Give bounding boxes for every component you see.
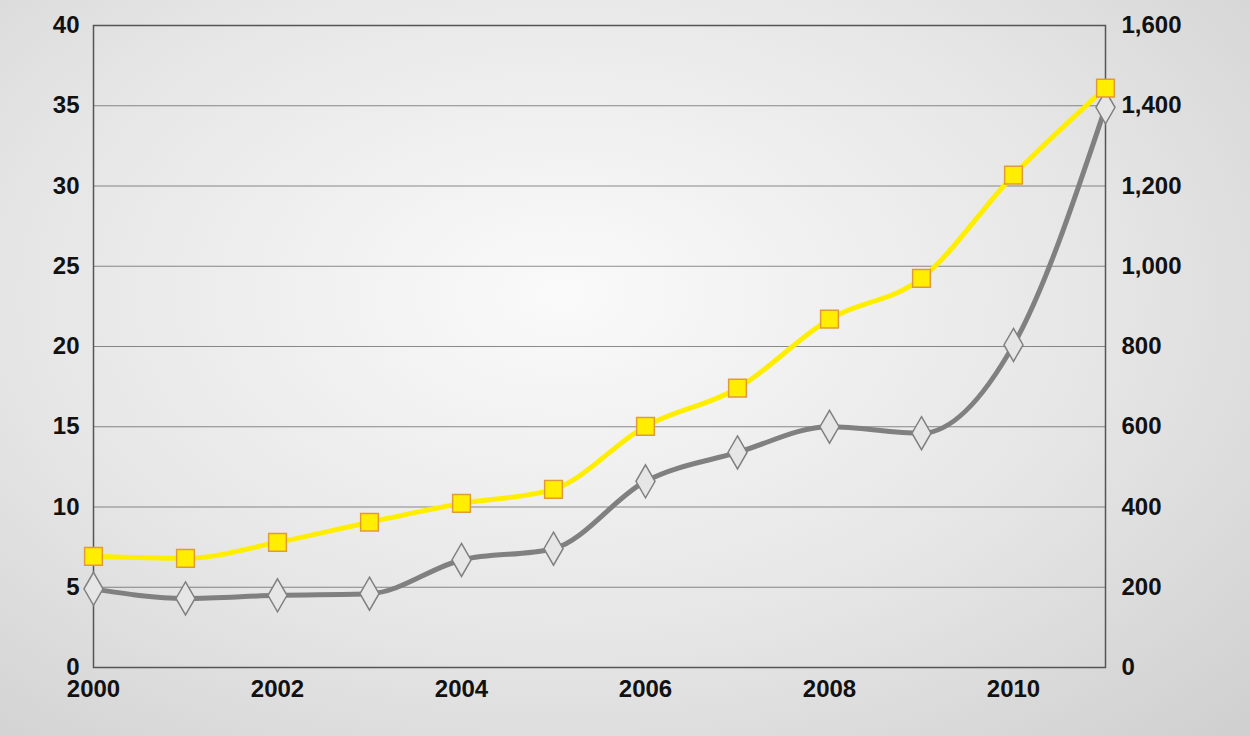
svg-text:35: 35 — [53, 91, 80, 118]
svg-text:2004: 2004 — [435, 675, 489, 702]
svg-text:200: 200 — [1122, 573, 1162, 600]
svg-text:1,400: 1,400 — [1122, 91, 1182, 118]
svg-text:1,200: 1,200 — [1122, 172, 1182, 199]
svg-text:10: 10 — [53, 493, 80, 520]
svg-text:15: 15 — [53, 412, 80, 439]
svg-text:5: 5 — [66, 573, 79, 600]
svg-text:2002: 2002 — [251, 675, 304, 702]
svg-text:400: 400 — [1122, 493, 1162, 520]
svg-text:30: 30 — [53, 172, 80, 199]
svg-text:40: 40 — [53, 11, 80, 38]
svg-text:2008: 2008 — [803, 675, 856, 702]
svg-text:800: 800 — [1122, 332, 1162, 359]
svg-text:0: 0 — [66, 653, 79, 680]
svg-text:2000: 2000 — [66, 674, 121, 702]
svg-text:20: 20 — [53, 332, 80, 359]
svg-text:1,000: 1,000 — [1122, 252, 1182, 279]
svg-text:0: 0 — [1122, 653, 1135, 680]
svg-text:25: 25 — [53, 252, 80, 279]
svg-text:2010: 2010 — [987, 675, 1040, 702]
svg-text:2006: 2006 — [619, 675, 672, 702]
svg-text:600: 600 — [1122, 412, 1162, 439]
svg-text:1,600: 1,600 — [1122, 11, 1182, 38]
